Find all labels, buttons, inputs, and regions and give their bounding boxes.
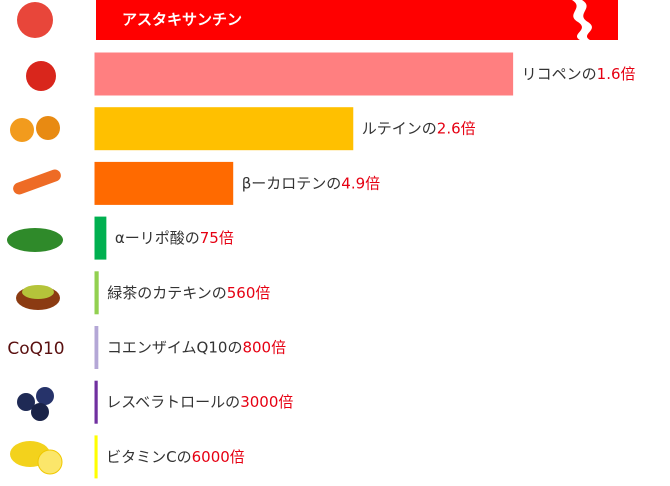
category-label: コエンザイムQ10 [107,338,228,356]
icon-astaxanthin [17,2,53,38]
icon-lemon [38,450,62,474]
unit-label: 倍 [461,119,476,137]
category-label: αーリポ酸 [115,229,185,247]
icons: CoQ10 [7,2,65,474]
icon-marigold [10,118,34,142]
bar-label: レスベラトロールの3000倍 [106,393,293,411]
reference-label: アスタキサンチン [122,11,242,29]
connector: の [212,283,227,301]
bar [96,163,232,203]
value-label: 3000 [240,393,278,411]
value-label: 75 [200,229,219,247]
bar-label: コエンザイムQ10の800倍 [107,338,286,356]
bar-label: αーリポ酸の75倍 [115,229,234,247]
category-label: リコペン [522,65,582,83]
connector: の [582,65,597,83]
unit-label: 倍 [271,338,286,356]
icon-coq10: CoQ10 [7,339,64,359]
icon-blueberry [36,387,54,405]
icon-marigold [36,116,60,140]
bar-label: ビタミンCの6000倍 [106,447,245,465]
bar-label: リコペンの1.6倍 [522,65,636,83]
unit-label: 倍 [278,393,293,411]
category-label: ビタミンC [106,447,176,465]
icon-tea [22,285,54,299]
value-label: 800 [242,338,271,356]
bar [96,273,97,313]
category-label: レスベラトロール [106,393,225,411]
category-label: ルテイン [362,119,422,137]
bar-label: 緑茶のカテキンの560倍 [107,283,270,301]
value-label: 4.9 [341,174,365,192]
unit-label: 倍 [219,229,234,247]
icon-spinach [7,228,63,252]
unit-label: 倍 [365,174,380,192]
value-label: 560 [227,283,256,301]
value-label: 1.6 [597,65,621,83]
bar [96,54,512,94]
connector: の [177,447,192,465]
unit-label: 倍 [621,65,636,83]
value-label: 2.6 [437,119,461,137]
value-label: 6000 [192,447,230,465]
bar [96,328,97,368]
icon-tomato [26,61,56,91]
connector: の [326,174,341,192]
category-label: βーカロテン [242,174,327,192]
bar-label: βーカロテンの4.9倍 [242,174,380,192]
connector: の [227,338,242,356]
connector: の [422,119,437,137]
icon-blueberry [31,403,49,421]
icon-carrot [11,168,62,196]
category-label: 緑茶のカテキン [107,283,212,301]
bar [96,109,352,149]
unit-label: 倍 [255,283,270,301]
unit-label: 倍 [230,447,245,465]
bar-label: ルテインの2.6倍 [362,119,476,137]
connector: の [225,393,240,411]
connector: の [185,229,200,247]
bar [96,218,105,258]
